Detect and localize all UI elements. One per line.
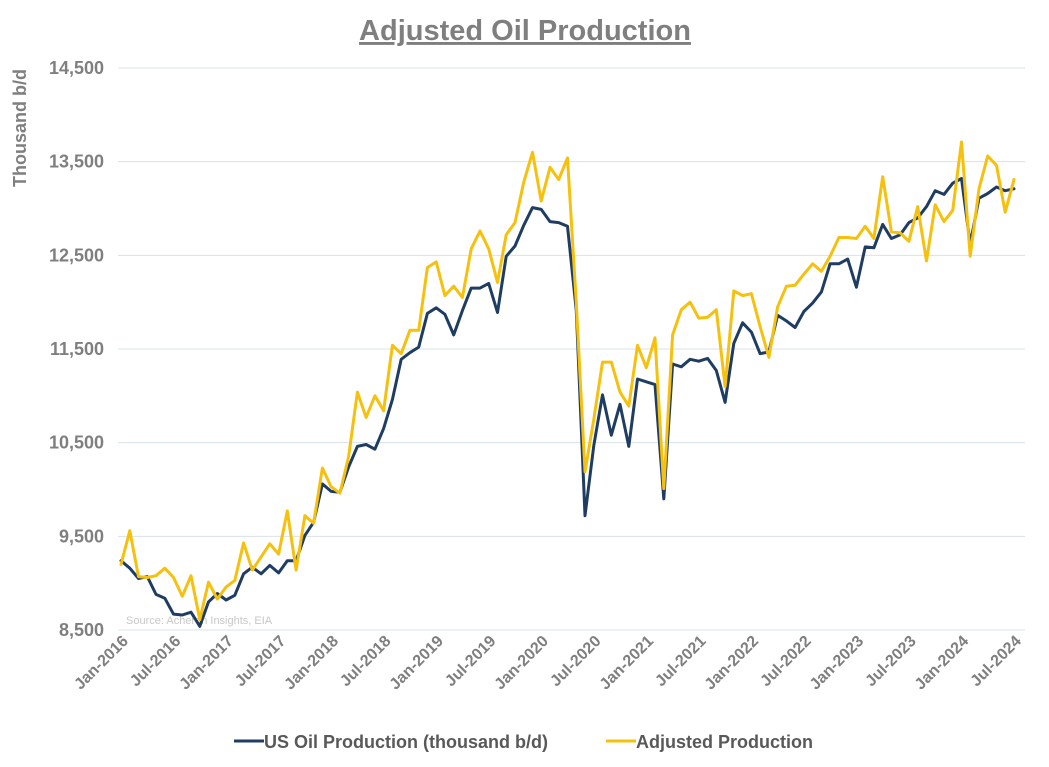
x-tick-label: Jan-2016	[71, 633, 132, 694]
legend-label: Adjusted Production	[636, 732, 813, 752]
x-tick-label: Jan-2023	[807, 633, 868, 694]
series-line-1	[119, 140, 1016, 622]
y-tick-label: 13,500	[49, 152, 104, 172]
y-axis-ticks: 8,500 9,500 10,500 11,500 12,500 13,500 14,500	[49, 58, 104, 640]
x-tick-label: Jul-2024	[968, 633, 1025, 690]
x-tick-label: Jan-2024	[912, 633, 973, 694]
x-tick-label: Jan-2017	[176, 633, 237, 694]
series-line-0	[119, 177, 1016, 628]
x-tick-label: Jan-2020	[492, 633, 553, 694]
chart-title: Adjusted Oil Production	[359, 15, 691, 47]
x-tick-label: Jan-2019	[387, 633, 448, 694]
y-tick-label: 10,500	[49, 433, 104, 453]
x-tick-label: Jan-2018	[281, 633, 342, 694]
legend-label: US Oil Production (thousand b/d)	[264, 732, 548, 752]
series-lines	[119, 140, 1016, 628]
y-tick-label: 11,500	[50, 339, 104, 359]
y-tick-label: 8,500	[59, 620, 104, 640]
x-tick-label: Jan-2022	[702, 633, 763, 694]
y-tick-label: 12,500	[49, 245, 104, 265]
y-tick-label: 9,500	[59, 526, 104, 546]
legend: US Oil Production (thousand b/d) Adjusted…	[234, 732, 813, 752]
y-axis-label: Thousand b/d	[10, 69, 30, 187]
gridlines	[118, 67, 1025, 631]
x-tick-label: Jan-2021	[597, 633, 658, 694]
x-axis-ticks: Jan-2016Jul-2016Jan-2017Jul-2017Jan-2018…	[71, 633, 1025, 694]
y-tick-label: 14,500	[49, 58, 104, 78]
